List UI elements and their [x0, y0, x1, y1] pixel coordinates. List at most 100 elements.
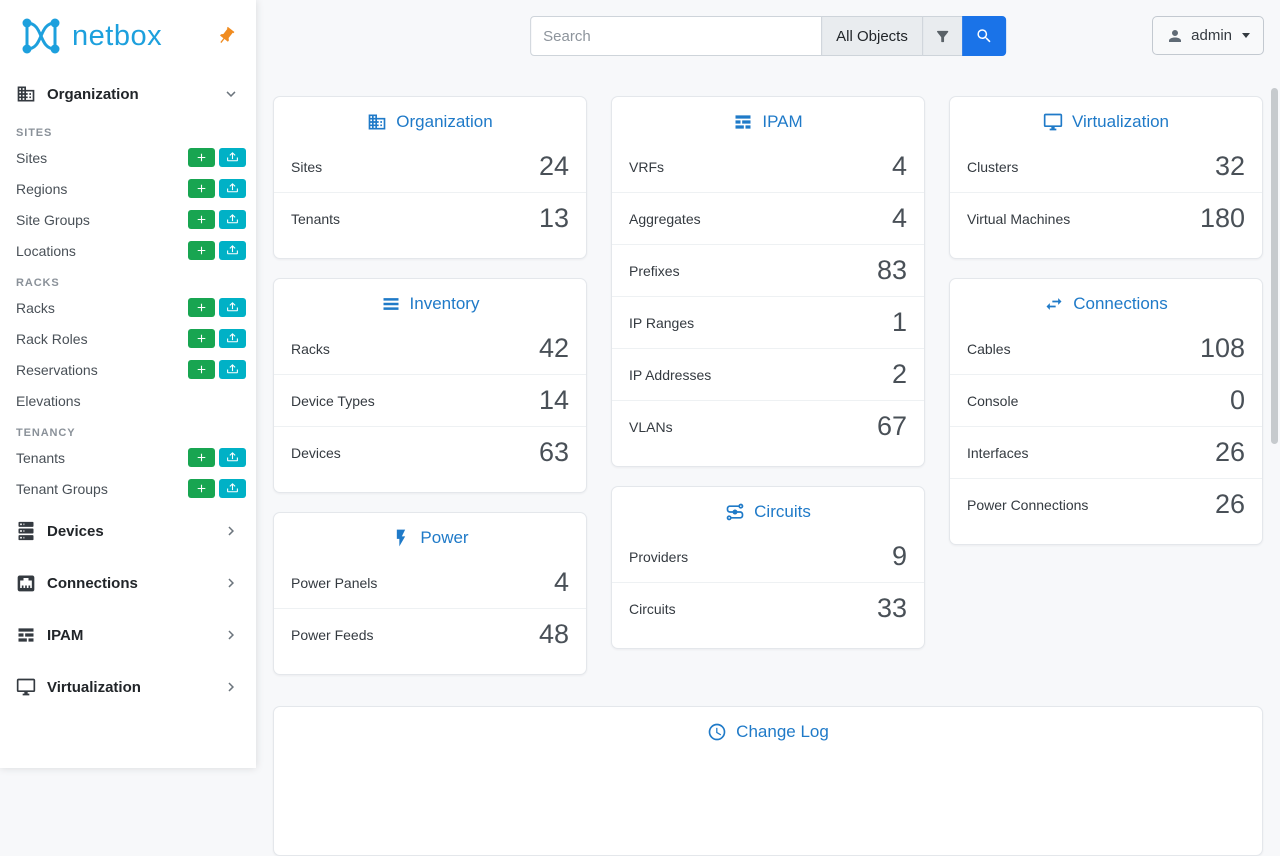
stat-label[interactable]: Tenants [291, 210, 341, 227]
stat-value[interactable]: 0 [1229, 385, 1245, 415]
sidebar-item-tenants[interactable]: Tenants [0, 442, 256, 473]
stat-label[interactable]: Power Connections [967, 496, 1089, 513]
sidebar-item-racks[interactable]: Racks [0, 292, 256, 323]
card-title[interactable]: Connections [1073, 294, 1168, 313]
stat-value[interactable]: 26 [1214, 489, 1245, 519]
card-title[interactable]: Organization [396, 112, 493, 131]
stat-label[interactable]: Clusters [967, 158, 1019, 175]
stat-label[interactable]: Racks [291, 340, 330, 357]
import-button[interactable] [219, 298, 246, 317]
stat-label[interactable]: Console [967, 392, 1019, 409]
stat-value[interactable]: 4 [891, 151, 907, 181]
sidebar-group-virtualization[interactable]: Virtualization [0, 662, 256, 712]
stat-label[interactable]: Interfaces [967, 444, 1029, 461]
stat-label[interactable]: Power Panels [291, 574, 378, 591]
stat-label[interactable]: Aggregates [629, 210, 701, 227]
card-title[interactable]: Power [420, 528, 469, 547]
stat-value[interactable]: 14 [538, 385, 569, 415]
sidebar-group-organization[interactable]: Organization [0, 72, 256, 116]
stat-value[interactable]: 33 [876, 593, 907, 623]
card-title[interactable]: Virtualization [1071, 112, 1170, 131]
stat-label[interactable]: Circuits [629, 600, 676, 617]
sidebar-item-label[interactable]: Tenant Groups [16, 480, 108, 497]
stat-label[interactable]: Providers [629, 548, 689, 565]
stat-label[interactable]: Device Types [291, 392, 375, 409]
user-menu-button[interactable]: admin [1152, 16, 1264, 55]
stat-value[interactable]: 9 [891, 541, 907, 571]
import-button[interactable] [219, 448, 246, 467]
sidebar-item-label[interactable]: Locations [16, 242, 76, 259]
stat-value[interactable]: 4 [553, 567, 569, 597]
sidebar-item-rack-roles[interactable]: Rack Roles [0, 323, 256, 354]
add-button[interactable] [188, 360, 215, 379]
sidebar-group-devices[interactable]: Devices [0, 506, 256, 556]
stat-value[interactable]: 1 [891, 307, 907, 337]
sidebar-item-label[interactable]: Sites [16, 149, 48, 166]
filter-button[interactable] [921, 16, 963, 56]
card-title[interactable]: Circuits [754, 502, 811, 521]
stat-value[interactable]: 2 [891, 359, 907, 389]
sidebar-item-label[interactable]: Reservations [16, 361, 98, 378]
add-button[interactable] [188, 479, 215, 498]
stat-value[interactable]: 67 [876, 411, 907, 441]
stat-value[interactable]: 83 [876, 255, 907, 285]
add-button[interactable] [188, 298, 215, 317]
sidebar-group-ipam[interactable]: IPAM [0, 610, 256, 660]
import-button[interactable] [219, 360, 246, 379]
stat-value[interactable]: 26 [1214, 437, 1245, 467]
stat-label[interactable]: Devices [291, 444, 341, 461]
add-button[interactable] [188, 448, 215, 467]
stat-label[interactable]: Prefixes [629, 262, 680, 279]
stat-label[interactable]: Power Feeds [291, 626, 374, 643]
search-input[interactable] [530, 16, 823, 56]
stat-label[interactable]: IP Addresses [629, 366, 712, 383]
card-title[interactable]: Change Log [736, 722, 829, 741]
sidebar-item-label[interactable]: Tenants [16, 449, 66, 466]
sidebar-item-reservations[interactable]: Reservations [0, 354, 256, 385]
stat-value[interactable]: 13 [538, 203, 569, 233]
sidebar-item-site-groups[interactable]: Site Groups [0, 204, 256, 235]
page-scrollbar[interactable] [1271, 88, 1278, 444]
sidebar-item-label[interactable]: Rack Roles [16, 330, 88, 347]
stat-label[interactable]: Cables [967, 340, 1011, 357]
sidebar-item-label[interactable]: Regions [16, 180, 68, 197]
stat-value[interactable]: 48 [538, 619, 569, 649]
stat-value[interactable]: 42 [538, 333, 569, 363]
add-button[interactable] [188, 210, 215, 229]
import-button[interactable] [219, 329, 246, 348]
import-button[interactable] [219, 179, 246, 198]
card-title[interactable]: Inventory [409, 294, 480, 313]
sidebar-group-connections[interactable]: Connections [0, 558, 256, 608]
import-button[interactable] [219, 148, 246, 167]
stat-label[interactable]: Sites [291, 158, 323, 175]
sidebar-item-locations[interactable]: Locations [0, 235, 256, 266]
add-button[interactable] [188, 179, 215, 198]
pin-sidebar-button[interactable] [212, 22, 240, 50]
add-button[interactable] [188, 148, 215, 167]
card-title[interactable]: IPAM [762, 112, 803, 131]
stat-label[interactable]: VLANs [629, 418, 673, 435]
stat-label[interactable]: VRFs [629, 158, 664, 175]
sidebar-item-regions[interactable]: Regions [0, 173, 256, 204]
import-button[interactable] [219, 210, 246, 229]
brand-name[interactable]: netbox [72, 19, 163, 52]
stat-value[interactable]: 32 [1214, 151, 1245, 181]
sidebar-item-label[interactable]: Racks [16, 299, 55, 316]
stat-label[interactable]: IP Ranges [629, 314, 695, 331]
import-button[interactable] [219, 241, 246, 260]
sidebar-item-elevations[interactable]: Elevations [0, 385, 256, 416]
stat-value[interactable]: 24 [538, 151, 569, 181]
sidebar-item-tenant-groups[interactable]: Tenant Groups [0, 473, 256, 504]
add-button[interactable] [188, 329, 215, 348]
stat-value[interactable]: 108 [1199, 333, 1245, 363]
stat-value[interactable]: 4 [891, 203, 907, 233]
stat-label[interactable]: Virtual Machines [967, 210, 1071, 227]
sidebar-item-label[interactable]: Elevations [16, 392, 81, 409]
search-button[interactable] [961, 16, 1006, 56]
stat-value[interactable]: 63 [538, 437, 569, 467]
add-button[interactable] [188, 241, 215, 260]
import-button[interactable] [219, 479, 246, 498]
sidebar-item-sites[interactable]: Sites [0, 142, 256, 173]
search-scope-button[interactable]: All Objects [821, 16, 923, 56]
sidebar-item-label[interactable]: Site Groups [16, 211, 90, 228]
